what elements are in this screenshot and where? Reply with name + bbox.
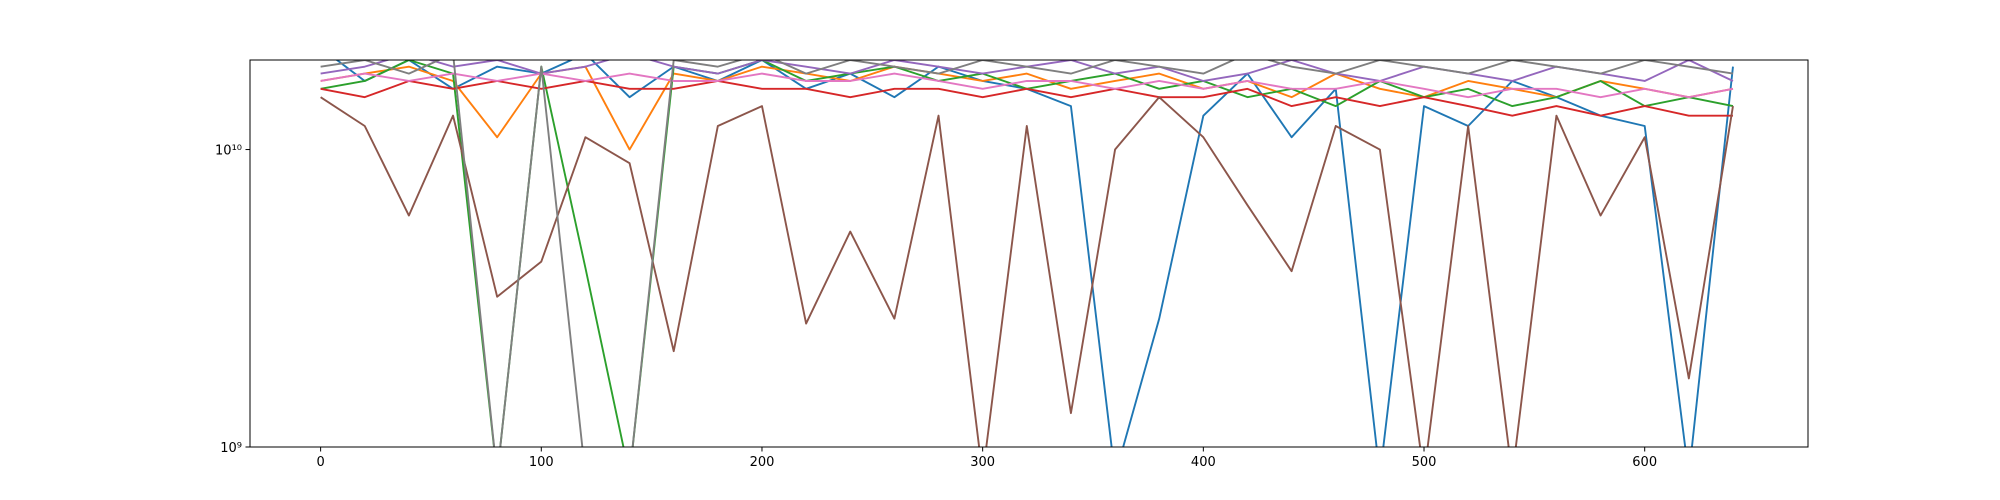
x-tick-label: 400 xyxy=(1191,455,1216,470)
x-tick-label: 500 xyxy=(1412,455,1437,470)
plot-area xyxy=(320,60,1734,447)
series-line xyxy=(320,96,1734,447)
x-tick-label: 0 xyxy=(316,455,324,470)
x-tick-label: 100 xyxy=(529,455,554,470)
x-tick-label: 200 xyxy=(750,455,775,470)
y-tick-label: 10⁹ xyxy=(220,441,242,456)
series-line xyxy=(320,80,1733,117)
series-line xyxy=(320,60,1734,447)
x-tick-label: 300 xyxy=(970,455,995,470)
y-tick-label: 10¹⁰ xyxy=(215,144,242,159)
series-line xyxy=(320,72,1734,99)
x-tick-label: 600 xyxy=(1632,455,1657,470)
axes-frame xyxy=(249,59,1809,448)
